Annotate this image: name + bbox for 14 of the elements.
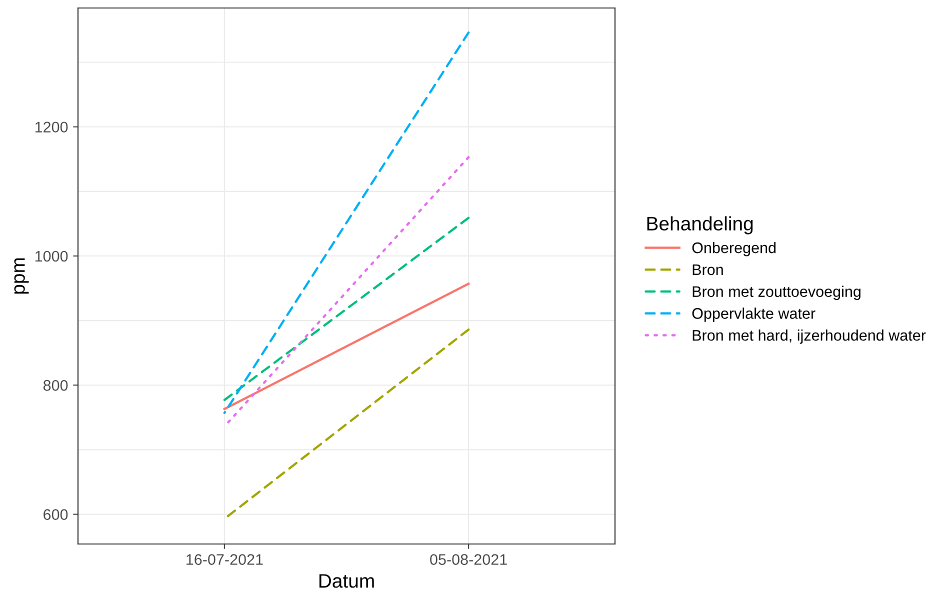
- legend-label: Oppervlakte water: [692, 308, 816, 322]
- x-tick-label: 16-07-2021: [186, 554, 263, 565]
- y-tick-label: 800: [43, 380, 68, 391]
- legend-label: Bron met zouttoevoeging: [692, 286, 860, 300]
- x-tick-label: 05-08-2021: [430, 554, 507, 565]
- y-tick-label: 1000: [35, 250, 68, 262]
- y-tick-label: 600: [44, 509, 68, 520]
- legend-label: Bron: [692, 264, 723, 276]
- legend-label: Bron met hard, ijzerhoudend water: [692, 330, 926, 344]
- legend-label: Onberegend: [692, 242, 776, 256]
- y-axis-title: ppm: [14, 258, 29, 294]
- y-tick-label: 1200: [35, 122, 68, 133]
- legend-title: Behandeling: [647, 216, 753, 234]
- x-axis-title: Datum: [319, 574, 374, 588]
